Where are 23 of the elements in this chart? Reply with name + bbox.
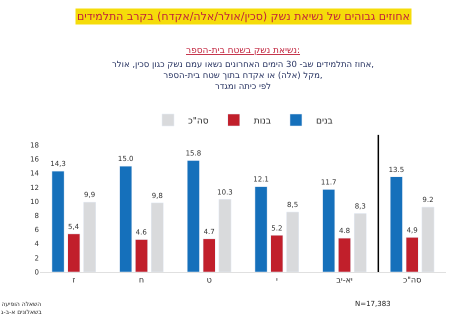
x-tick-label: סה"כ: [403, 276, 422, 285]
bar: [338, 238, 351, 272]
bar: [254, 186, 268, 272]
x-tick-label: ט: [206, 276, 212, 285]
bar: [270, 235, 284, 272]
x-tick-label: י: [276, 276, 278, 285]
legend-label: סה"כ: [188, 116, 209, 127]
bar: [135, 239, 148, 272]
x-tick-label: ז: [72, 276, 76, 285]
legend-label: בנים: [316, 116, 333, 127]
bar: [67, 234, 80, 272]
bar: [202, 238, 216, 272]
chart-title: אחוזים גבוהים של נשיאת נשק (סכין/אולר/אלה/אקדח) בקרב התלמידים: [77, 10, 410, 23]
bar: [406, 237, 419, 272]
bar: [119, 166, 132, 272]
bar: [322, 189, 336, 272]
x-tick-label: ח: [138, 276, 144, 285]
legend-label: בנות: [254, 116, 271, 127]
chart-subtitle: נשיאת נשק בשטח בית-הספר: אחוז התלמידים שב- 30 הימים האחרונים נשאו עמם נשק כגון סכין, אולר, מקל (אלה) או אקדח בתוך שטח בית-הספר, לפי כיתה ומגדר: [112, 46, 374, 92]
x-tick-label: יא-יב: [336, 276, 353, 285]
bar: [52, 170, 64, 272]
bar: [390, 176, 403, 272]
bar: [187, 160, 200, 272]
